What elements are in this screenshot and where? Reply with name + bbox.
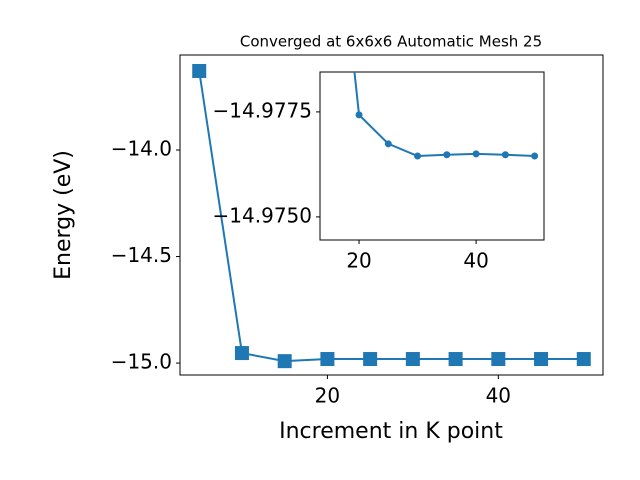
series-group — [192, 63, 591, 369]
marker — [277, 354, 292, 369]
series-line — [353, 72, 535, 158]
marker — [192, 63, 207, 78]
y-tick-label: −14.0 — [111, 137, 172, 161]
marker — [576, 352, 591, 367]
x-axis-label: Increment in K point — [279, 419, 503, 444]
marker — [491, 352, 506, 367]
marker — [472, 150, 480, 158]
x-tick-label: 20 — [346, 249, 371, 273]
y-tick-label: −14.9750 — [213, 203, 312, 227]
y-axis-label: Energy (eV) — [51, 150, 76, 280]
marker — [355, 111, 363, 119]
marker — [501, 151, 509, 159]
marker — [384, 140, 392, 148]
x-tick-label: 20 — [315, 384, 340, 408]
y-tick-label: −14.9775 — [213, 98, 312, 122]
marker — [234, 346, 249, 361]
marker — [534, 352, 549, 367]
marker — [443, 151, 451, 159]
marker — [320, 352, 335, 367]
chart-title: Converged at 6x6x6 Automatic Mesh 25 — [240, 33, 542, 51]
y-tick-label: −14.5 — [111, 243, 172, 267]
marker — [531, 152, 539, 160]
marker — [405, 352, 420, 367]
marker — [363, 352, 378, 367]
x-tick-label: 40 — [486, 384, 511, 408]
series-group — [353, 72, 539, 160]
x-tick-label: 40 — [463, 249, 488, 273]
y-tick-label: −15.0 — [111, 350, 172, 374]
marker — [448, 352, 463, 367]
marker — [414, 152, 422, 160]
series-line — [198, 70, 584, 363]
